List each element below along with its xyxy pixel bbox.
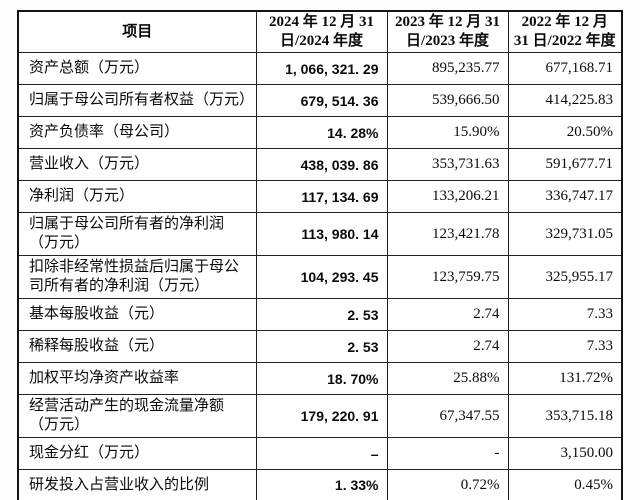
table-row: 资产总额（万元） 1, 066, 321. 29 895,235.77 677,… xyxy=(17,52,623,85)
value-2024: 14. 28% xyxy=(255,116,388,149)
row-label: 净利润（万元） xyxy=(17,180,257,213)
value-2023: 2.74 xyxy=(386,298,509,331)
value-2023: - xyxy=(386,437,509,470)
table-row: 稀释每股收益（元） 2. 53 2.74 7.33 xyxy=(17,330,623,363)
column-header-2022: 2022 年 12 月 31 日/2022 年度 xyxy=(507,10,623,53)
column-header-2022-line1: 2022 年 12 月 xyxy=(521,14,608,30)
table-row: 净利润（万元） 117, 134. 69 133,206.21 336,747.… xyxy=(17,180,623,213)
value-2024: 2. 53 xyxy=(255,330,388,363)
column-header-item: 项目 xyxy=(17,10,257,53)
value-2023: 539,666.50 xyxy=(386,84,509,117)
value-2023: 353,731.63 xyxy=(386,148,509,181)
table-row: 归属于母公司所有者的净利润（万元） 113, 980. 14 123,421.7… xyxy=(17,212,623,256)
value-2023: 133,206.21 xyxy=(386,180,509,213)
value-2024: 113, 980. 14 xyxy=(255,212,388,256)
column-header-2024: 2024 年 12 月 31 日/2024 年度 xyxy=(255,10,388,53)
column-header-2022-line2: 31 日/2022 年度 xyxy=(513,33,616,49)
value-2023: 67,347.55 xyxy=(386,394,509,438)
value-2023: 895,235.77 xyxy=(386,52,509,85)
column-header-2024-line1: 2024 年 12 月 31 xyxy=(268,14,374,30)
table-row: 经营活动产生的现金流量净额（万元） 179, 220. 91 67,347.55… xyxy=(17,394,623,438)
table-header-row: 项目 2024 年 12 月 31 日/2024 年度 2023 年 12 月 … xyxy=(17,10,623,53)
row-label: 加权平均净资产收益率 xyxy=(17,362,257,395)
row-label: 稀释每股收益（元） xyxy=(17,330,257,363)
financial-summary-table: 项目 2024 年 12 月 31 日/2024 年度 2023 年 12 月 … xyxy=(17,10,623,500)
column-header-2023-line1: 2023 年 12 月 31 xyxy=(394,14,500,30)
row-label: 研发投入占营业收入的比例 xyxy=(17,469,257,500)
value-2023: 15.90% xyxy=(386,116,509,149)
value-2024: 2. 53 xyxy=(255,298,388,331)
value-2024: 679, 514. 36 xyxy=(255,84,388,117)
value-2022: 3,150.00 xyxy=(507,437,623,470)
row-label: 经营活动产生的现金流量净额（万元） xyxy=(17,394,257,438)
row-label: 扣除非经常性损益后归属于母公司所有者的净利润（万元） xyxy=(17,255,257,299)
value-2022: 7.33 xyxy=(507,330,623,363)
value-2024: 117, 134. 69 xyxy=(255,180,388,213)
value-2022: 353,715.18 xyxy=(507,394,623,438)
value-2023: 123,759.75 xyxy=(386,255,509,299)
value-2024: 1, 066, 321. 29 xyxy=(255,52,388,85)
table-row: 基本每股收益（元） 2. 53 2.74 7.33 xyxy=(17,298,623,331)
row-label: 基本每股收益（元） xyxy=(17,298,257,331)
value-2022: 7.33 xyxy=(507,298,623,331)
column-header-2023-line2: 日/2023 年度 xyxy=(406,33,489,49)
value-2024: 438, 039. 86 xyxy=(255,148,388,181)
column-header-2023: 2023 年 12 月 31 日/2023 年度 xyxy=(386,10,509,53)
column-header-2024-line2: 日/2024 年度 xyxy=(280,33,363,49)
value-2024: 104, 293. 45 xyxy=(255,255,388,299)
row-label: 营业收入（万元） xyxy=(17,148,257,181)
row-label: 现金分红（万元） xyxy=(17,437,257,470)
value-2022: 131.72% xyxy=(507,362,623,395)
table-row: 营业收入（万元） 438, 039. 86 353,731.63 591,677… xyxy=(17,148,623,181)
value-2023: 123,421.78 xyxy=(386,212,509,256)
value-2022: 325,955.17 xyxy=(507,255,623,299)
value-2023: 0.72% xyxy=(386,469,509,500)
table-row: 加权平均净资产收益率 18. 70% 25.88% 131.72% xyxy=(17,362,623,395)
value-2024: 179, 220. 91 xyxy=(255,394,388,438)
value-2023: 25.88% xyxy=(386,362,509,395)
value-2024: 1. 33% xyxy=(255,469,388,500)
value-2024: 18. 70% xyxy=(255,362,388,395)
value-2022: 20.50% xyxy=(507,116,623,149)
table-row: 研发投入占营业收入的比例 1. 33% 0.72% 0.45% xyxy=(17,469,623,500)
value-2022: 591,677.71 xyxy=(507,148,623,181)
row-label: 资产总额（万元） xyxy=(17,52,257,85)
value-2022: 677,168.71 xyxy=(507,52,623,85)
row-label: 归属于母公司所有者的净利润（万元） xyxy=(17,212,257,256)
table-row: 现金分红（万元） – - 3,150.00 xyxy=(17,437,623,470)
value-2024: – xyxy=(255,437,388,470)
table-row: 扣除非经常性损益后归属于母公司所有者的净利润（万元） 104, 293. 45 … xyxy=(17,255,623,299)
value-2022: 329,731.05 xyxy=(507,212,623,256)
value-2022: 336,747.17 xyxy=(507,180,623,213)
row-label: 归属于母公司所有者权益（万元） xyxy=(17,84,257,117)
value-2023: 2.74 xyxy=(386,330,509,363)
value-2022: 0.45% xyxy=(507,469,623,500)
row-label: 资产负债率（母公司） xyxy=(17,116,257,149)
table-row: 归属于母公司所有者权益（万元） 679, 514. 36 539,666.50 … xyxy=(17,84,623,117)
value-2022: 414,225.83 xyxy=(507,84,623,117)
table-row: 资产负债率（母公司） 14. 28% 15.90% 20.50% xyxy=(17,116,623,149)
